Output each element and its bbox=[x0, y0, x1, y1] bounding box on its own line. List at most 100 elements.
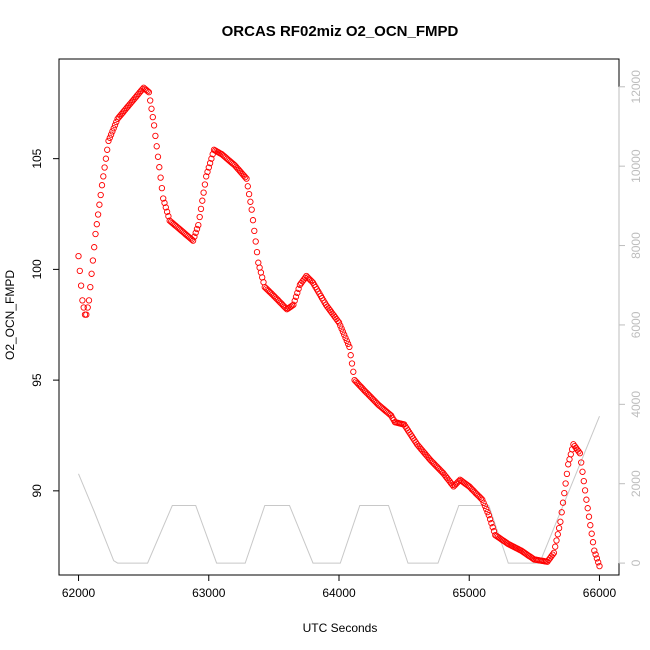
data-point bbox=[104, 146, 111, 153]
data-point bbox=[576, 450, 584, 457]
y-axis-label: O2_OCN_FMPD bbox=[3, 270, 17, 360]
data-point bbox=[148, 105, 155, 112]
data-point bbox=[575, 448, 582, 455]
x-axis-label: UTC Seconds bbox=[303, 621, 378, 635]
data-point bbox=[343, 337, 350, 344]
data-point bbox=[145, 89, 153, 96]
data-point bbox=[562, 480, 569, 487]
data-point bbox=[100, 173, 107, 180]
data-point bbox=[77, 282, 85, 289]
data-point bbox=[248, 206, 255, 213]
data-point bbox=[144, 87, 151, 95]
data-point bbox=[480, 499, 487, 506]
data-point bbox=[587, 522, 594, 529]
x-tick-label: 66000 bbox=[583, 586, 617, 600]
data-point bbox=[347, 352, 354, 359]
data-point bbox=[583, 496, 590, 503]
data-point bbox=[204, 168, 211, 176]
data-point bbox=[189, 237, 197, 244]
data-point bbox=[581, 487, 589, 494]
data-point bbox=[243, 175, 250, 182]
data-point bbox=[559, 499, 567, 506]
data-point bbox=[579, 468, 586, 475]
data-point bbox=[206, 159, 214, 167]
data-point bbox=[153, 143, 160, 150]
data-point bbox=[158, 184, 166, 192]
x-tick-label: 65000 bbox=[453, 586, 487, 600]
data-point bbox=[350, 368, 357, 375]
data-point bbox=[483, 505, 490, 513]
data-point bbox=[342, 334, 349, 341]
data-point bbox=[291, 297, 298, 304]
data-point bbox=[147, 97, 154, 104]
data-point bbox=[481, 502, 489, 510]
data-point bbox=[584, 505, 591, 512]
data-point bbox=[292, 293, 300, 300]
data-point bbox=[585, 513, 593, 520]
data-point bbox=[84, 304, 91, 311]
data-point bbox=[554, 531, 561, 538]
data-point bbox=[589, 539, 597, 546]
data-point bbox=[199, 197, 206, 204]
data-point bbox=[290, 301, 297, 308]
data-point bbox=[152, 132, 159, 140]
data-point bbox=[252, 238, 259, 245]
data-point bbox=[154, 153, 162, 160]
data-point bbox=[591, 547, 598, 554]
data-point bbox=[288, 302, 296, 309]
data-point bbox=[139, 86, 146, 93]
y2-tick-label: 2000 bbox=[629, 470, 643, 497]
data-point bbox=[97, 191, 104, 199]
data-point bbox=[160, 195, 167, 202]
data-point bbox=[596, 562, 603, 570]
data-point bbox=[484, 508, 491, 516]
y2-tick-label: 12000 bbox=[629, 70, 643, 104]
data-point bbox=[490, 528, 498, 535]
data-point bbox=[344, 340, 352, 348]
data-point bbox=[335, 319, 343, 326]
data-point bbox=[488, 520, 495, 527]
data-point bbox=[85, 297, 93, 304]
data-point bbox=[101, 164, 108, 171]
data-point bbox=[341, 331, 348, 338]
data-point bbox=[161, 199, 168, 207]
o2-series bbox=[75, 84, 603, 570]
data-point bbox=[76, 267, 83, 275]
data-point bbox=[339, 328, 347, 335]
data-point bbox=[163, 208, 171, 215]
data-point bbox=[195, 221, 202, 229]
data-point bbox=[549, 551, 556, 558]
y2-axis: 0 2000 4000 6000 8000 10000 12000 bbox=[618, 70, 643, 566]
data-point bbox=[92, 230, 99, 238]
data-point bbox=[75, 252, 82, 260]
data-point bbox=[479, 496, 486, 503]
data-point bbox=[150, 122, 158, 129]
data-point bbox=[588, 530, 595, 537]
x-tick-label: 63000 bbox=[192, 586, 226, 600]
data-point bbox=[247, 198, 254, 205]
data-point bbox=[295, 285, 302, 293]
data-point bbox=[244, 183, 251, 190]
data-point bbox=[93, 221, 100, 228]
x-axis: 62000 63000 64000 65000 66000 bbox=[62, 574, 617, 600]
y-tick-label: 105 bbox=[30, 148, 44, 168]
chart-title: ORCAS RF02miz O2_OCN_FMPD bbox=[222, 23, 459, 40]
data-point bbox=[558, 509, 565, 516]
data-point bbox=[200, 189, 207, 196]
data-point bbox=[555, 524, 563, 532]
data-point bbox=[192, 229, 199, 236]
y-tick-label: 100 bbox=[30, 259, 44, 279]
data-point bbox=[563, 470, 571, 478]
data-point bbox=[94, 211, 102, 218]
data-point bbox=[449, 481, 456, 488]
data-point bbox=[113, 118, 120, 126]
data-point bbox=[251, 227, 258, 235]
data-point bbox=[205, 164, 212, 171]
data-point bbox=[334, 317, 341, 324]
data-point bbox=[489, 524, 496, 531]
data-point bbox=[485, 512, 492, 519]
data-point bbox=[79, 297, 86, 304]
data-point bbox=[156, 164, 163, 171]
